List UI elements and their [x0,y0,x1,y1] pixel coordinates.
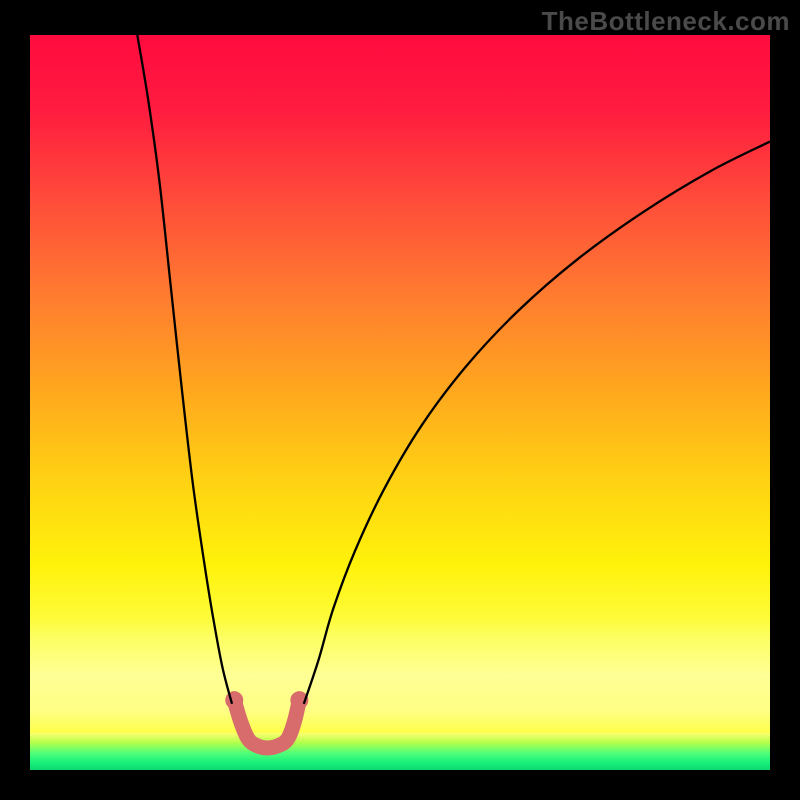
watermark-label: TheBottleneck.com [542,6,790,37]
chart-svg [30,35,770,770]
highlight-u-stroke [234,700,299,748]
v-curve-left [137,35,232,704]
plot-area [30,35,770,770]
highlight-u-dot-left [225,691,243,709]
v-curve-right [304,142,770,704]
stage: TheBottleneck.com [0,0,800,800]
